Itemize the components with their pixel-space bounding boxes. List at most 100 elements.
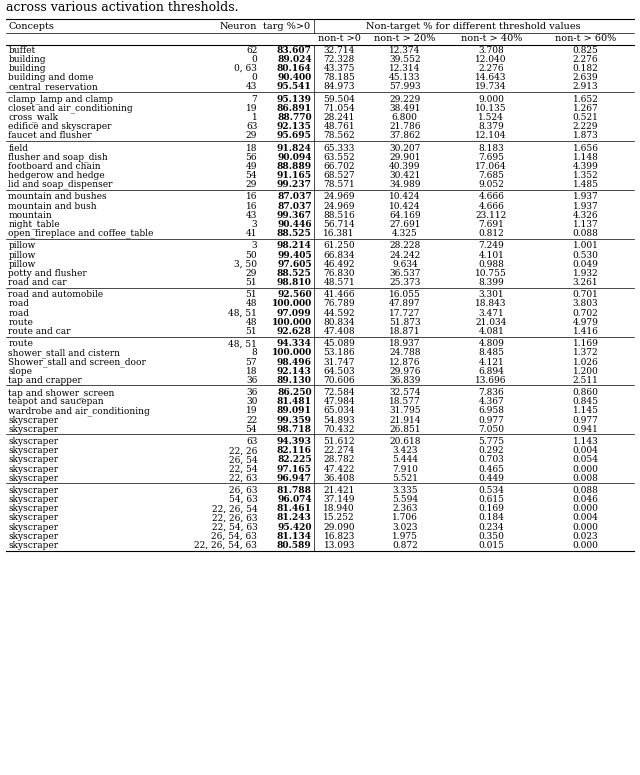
Text: 1.416: 1.416: [573, 327, 598, 336]
Text: 21.914: 21.914: [389, 415, 420, 425]
Text: 22, 54, 63: 22, 54, 63: [212, 522, 257, 532]
Text: 70.606: 70.606: [323, 376, 355, 385]
Text: 7.695: 7.695: [478, 153, 504, 162]
Text: 18: 18: [246, 367, 257, 376]
Text: 45.133: 45.133: [389, 73, 420, 82]
Text: closet and air_conditioning: closet and air_conditioning: [8, 103, 133, 113]
Text: 36: 36: [246, 388, 257, 397]
Text: non-t >0: non-t >0: [318, 34, 360, 43]
Text: 51: 51: [246, 278, 257, 287]
Text: Non-target % for different threshold values: Non-target % for different threshold val…: [366, 22, 581, 31]
Text: 19: 19: [246, 104, 257, 113]
Text: 3.423: 3.423: [392, 446, 417, 455]
Text: Neuron: Neuron: [220, 22, 257, 31]
Text: 9.634: 9.634: [392, 260, 418, 269]
Text: 10.424: 10.424: [389, 192, 420, 202]
Text: hedgerow and hedge: hedgerow and hedge: [8, 171, 105, 180]
Text: 4.326: 4.326: [573, 211, 598, 220]
Text: 10.135: 10.135: [476, 104, 507, 113]
Text: skyscraper: skyscraper: [8, 505, 58, 513]
Text: 82.225: 82.225: [277, 456, 312, 464]
Text: skyscraper: skyscraper: [8, 495, 58, 505]
Text: 10.424: 10.424: [389, 202, 420, 211]
Text: 36.408: 36.408: [323, 474, 355, 483]
Text: 1.026: 1.026: [573, 357, 598, 367]
Text: 19.734: 19.734: [476, 82, 507, 91]
Text: 8.485: 8.485: [478, 349, 504, 357]
Text: skyscraper: skyscraper: [8, 425, 58, 434]
Text: 15.252: 15.252: [323, 514, 355, 522]
Text: footboard and chain: footboard and chain: [8, 162, 101, 170]
Text: road and automobile: road and automobile: [8, 291, 104, 299]
Text: 1.200: 1.200: [573, 367, 598, 376]
Text: 41: 41: [246, 229, 257, 238]
Text: 47.408: 47.408: [323, 327, 355, 336]
Text: 80.834: 80.834: [323, 318, 355, 327]
Text: 46.492: 46.492: [323, 260, 355, 269]
Text: 95.541: 95.541: [277, 82, 312, 91]
Text: 22, 26, 54, 63: 22, 26, 54, 63: [195, 541, 257, 550]
Text: 29.901: 29.901: [389, 153, 420, 162]
Text: pillow: pillow: [8, 241, 36, 250]
Text: 98.496: 98.496: [276, 357, 312, 367]
Text: 0.000: 0.000: [573, 464, 598, 474]
Text: 98.718: 98.718: [276, 425, 312, 434]
Text: 43: 43: [246, 211, 257, 220]
Text: potty and flusher: potty and flusher: [8, 269, 87, 277]
Text: 36: 36: [246, 376, 257, 385]
Text: central_reservation: central_reservation: [8, 82, 98, 91]
Text: 22, 26: 22, 26: [229, 446, 257, 455]
Text: 30: 30: [246, 398, 257, 406]
Text: 71.054: 71.054: [323, 104, 355, 113]
Text: 47.897: 47.897: [389, 299, 420, 308]
Text: 0.530: 0.530: [573, 250, 598, 260]
Text: 0.521: 0.521: [573, 113, 598, 122]
Text: 18.940: 18.940: [323, 505, 355, 513]
Text: 0.465: 0.465: [478, 464, 504, 474]
Text: 0.872: 0.872: [392, 541, 418, 550]
Text: 57: 57: [246, 357, 257, 367]
Text: 97.099: 97.099: [277, 308, 312, 318]
Text: 54, 63: 54, 63: [228, 495, 257, 505]
Text: 0.015: 0.015: [478, 541, 504, 550]
Text: 4.666: 4.666: [478, 202, 504, 211]
Text: 0.812: 0.812: [478, 229, 504, 238]
Text: road: road: [8, 299, 29, 308]
Text: 56.714: 56.714: [323, 220, 355, 229]
Text: 99.367: 99.367: [276, 211, 312, 220]
Text: 63: 63: [246, 437, 257, 446]
Text: flusher and soap_dish: flusher and soap_dish: [8, 153, 108, 162]
Text: 78.562: 78.562: [323, 131, 355, 140]
Text: 2.511: 2.511: [573, 376, 598, 385]
Text: 44.592: 44.592: [323, 308, 355, 318]
Text: 0.004: 0.004: [573, 446, 598, 455]
Text: lid and soap_dispenser: lid and soap_dispenser: [8, 180, 113, 189]
Text: 26, 54: 26, 54: [228, 456, 257, 464]
Text: 65.034: 65.034: [323, 406, 355, 415]
Text: 1.975: 1.975: [392, 532, 418, 541]
Text: 30.421: 30.421: [389, 171, 420, 180]
Text: 95.420: 95.420: [277, 522, 312, 532]
Text: 23.112: 23.112: [476, 211, 507, 220]
Text: 12.374: 12.374: [389, 46, 420, 55]
Text: 0.350: 0.350: [478, 532, 504, 541]
Text: 54.893: 54.893: [323, 415, 355, 425]
Text: 1.656: 1.656: [573, 143, 598, 153]
Text: 18.843: 18.843: [476, 299, 507, 308]
Text: 41.466: 41.466: [323, 291, 355, 299]
Text: open_fireplace and coffee_table: open_fireplace and coffee_table: [8, 229, 154, 239]
Text: faucet and flusher: faucet and flusher: [8, 131, 92, 140]
Text: 22, 26, 54: 22, 26, 54: [212, 505, 257, 513]
Text: skyscraper: skyscraper: [8, 446, 58, 455]
Text: 66.834: 66.834: [323, 250, 355, 260]
Text: 0.703: 0.703: [478, 456, 504, 464]
Text: 88.525: 88.525: [277, 229, 312, 238]
Text: 3.261: 3.261: [573, 278, 598, 287]
Text: 65.333: 65.333: [323, 143, 355, 153]
Text: 1.001: 1.001: [573, 241, 598, 250]
Text: 21.034: 21.034: [476, 318, 507, 327]
Text: 0: 0: [252, 55, 257, 64]
Text: 0.049: 0.049: [573, 260, 598, 269]
Text: 0.292: 0.292: [478, 446, 504, 455]
Text: 76.789: 76.789: [323, 299, 355, 308]
